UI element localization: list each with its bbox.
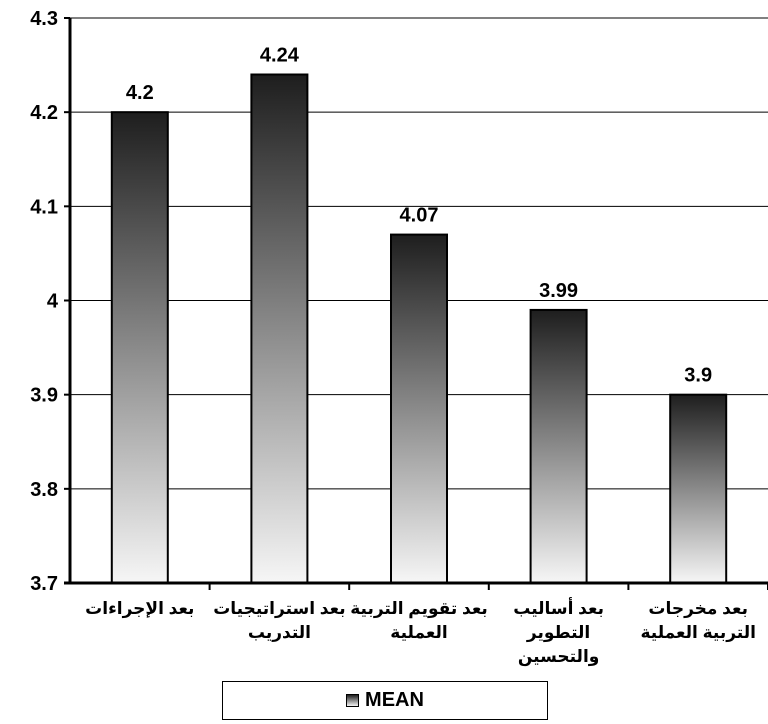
data-label: 3.9 [684,365,712,387]
bar [250,73,309,584]
data-label: 4.2 [126,82,154,104]
y-tick-label: 4.2 [30,102,58,124]
y-tick-label: 4.1 [30,196,58,218]
y-tick-labels: 3.7 3.8 3.9 4 4.1 4.2 4.3 [30,8,59,595]
y-tick-label: 4.3 [30,8,58,30]
y-tick-label: 3.7 [30,573,58,595]
data-label: 3.99 [539,280,578,302]
data-labels: 4.2 4.24 4.07 3.99 3.9 [126,45,712,387]
category-label: بعد الإجراءات [85,599,194,619]
legend: MEAN [222,681,548,720]
category-label: التدريب [248,623,311,642]
data-label: 4.07 [400,205,439,227]
y-tick-label: 3.8 [30,479,58,501]
y-tick-label: 3.9 [30,385,58,407]
category-label: التربية العملية [640,623,755,643]
category-label: بعد أساليب [513,597,604,618]
axes [64,17,768,590]
category-labels: بعد الإجراءات بعد استراتيجيات التدريب بعد ت… [85,597,756,667]
bar [529,308,588,584]
category-label: العملية [390,623,447,642]
data-label: 4.24 [260,45,300,67]
category-label: التطوير [526,623,590,643]
bar [110,111,169,585]
bars [110,73,728,585]
legend-label: MEAN [365,689,424,711]
category-label: بعد تقويم التربية [350,599,488,619]
y-tick-label: 4 [47,291,59,313]
legend-swatch [346,694,360,707]
bar [390,233,448,584]
bar-chart: 3.7 3.8 3.9 4 4.1 4.2 4.3 4.2 4.24 4.07 3.99 3.9 ب… [30,8,768,667]
category-label: والتحسين [518,647,600,667]
category-label: بعد مخرجات [648,599,748,619]
bar [669,393,728,584]
category-label: بعد استراتيجيات [213,599,345,619]
